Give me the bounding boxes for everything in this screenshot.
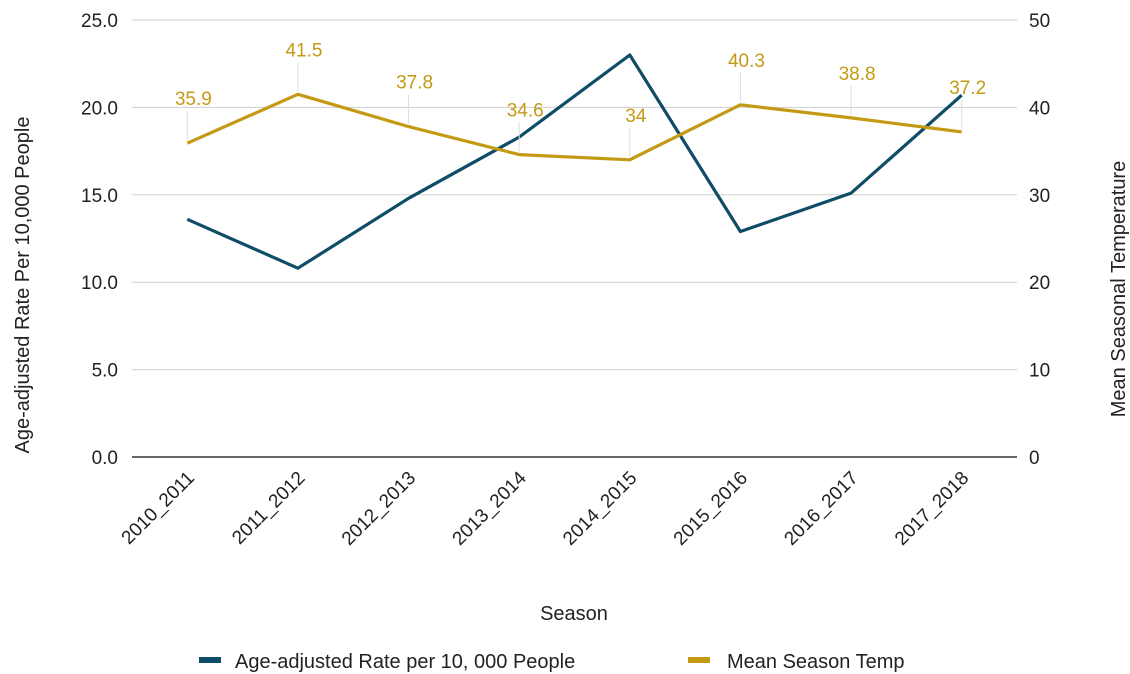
data-label: 37.8 [396,73,433,94]
y-left-tick-label: 0.0 [92,448,118,469]
y-left-tick-label: 10.0 [81,273,118,294]
data-label: 40.3 [728,51,765,72]
right-axis-ticks: 0 10 20 30 40 50 [1029,11,1050,469]
legend: Age-adjusted Rate per 10, 000 People Mea… [199,651,905,673]
y-right-tick-label: 30 [1029,186,1050,207]
series-layer [186,53,963,270]
x-tick-label: 2011_2012 [228,468,309,549]
data-label: 34 [625,106,647,127]
x-axis-title: Season [540,603,608,625]
series-line-1 [186,92,962,162]
x-tick-label: 2015_2016 [670,468,752,550]
y-axis-left-title: Age-adjusted Rate Per 10,000 People [12,117,34,454]
series-line-0 [186,53,963,270]
legend-item-rate: Age-adjusted Rate per 10, 000 People [199,651,575,673]
x-tick-label: 2013_2014 [449,467,531,549]
y-right-tick-label: 0 [1029,448,1040,469]
y-left-tick-label: 25.0 [81,11,118,32]
gridlines [132,19,1017,458]
data-label: 34.6 [507,101,544,122]
y-right-tick-label: 10 [1029,361,1050,382]
data-label: 37.2 [949,78,986,99]
x-tick-label: 2010_2011 [118,468,199,549]
legend-item-temp: Mean Season Temp [688,651,905,673]
y-right-tick-label: 20 [1029,273,1050,294]
left-axis-ticks: 0.0 5.0 10.0 15.0 20.0 25.0 [81,11,118,469]
x-tick-label: 2017_2018 [891,468,973,550]
y-right-tick-label: 40 [1029,98,1050,119]
y-left-tick-label: 5.0 [92,361,118,382]
y-axis-right-title: Mean Seasonal Temperature [1108,161,1130,417]
legend-swatch-temp [688,657,710,663]
x-tick-label: 2014_2015 [559,468,641,550]
x-tick-label: 2012_2013 [338,468,420,550]
y-left-tick-label: 15.0 [81,186,118,207]
legend-swatch-rate [199,657,221,663]
data-label: 35.9 [175,89,212,110]
data-labels: 35.9 41.5 37.8 34.6 34 40.3 38.8 37.2 [175,40,986,157]
x-axis-ticks: 2010_2011 2011_2012 2012_2013 2013_2014 2014… [118,467,973,549]
legend-label-rate: Age-adjusted Rate per 10, 000 People [235,651,575,673]
legend-label-temp: Mean Season Temp [727,651,905,673]
data-label: 38.8 [839,64,876,85]
y-left-tick-label: 20.0 [81,98,118,119]
data-label: 41.5 [285,40,322,61]
y-right-tick-label: 50 [1029,11,1050,32]
x-tick-label: 2016_2017 [780,468,862,550]
